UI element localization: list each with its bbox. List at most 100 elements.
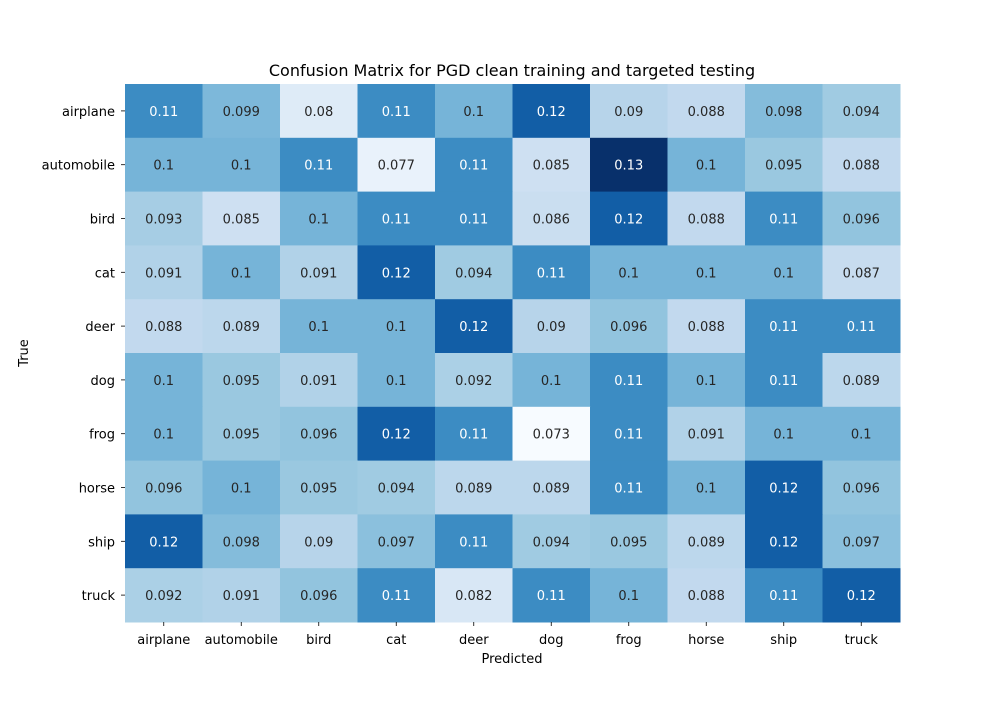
cell-value-label: 0.095 bbox=[610, 535, 647, 550]
cell-value-label: 0.095 bbox=[223, 428, 260, 443]
cell-value-label: 0.094 bbox=[533, 535, 570, 550]
cell-deer-horse bbox=[667, 299, 746, 354]
cell-value-label: 0.082 bbox=[455, 589, 492, 604]
cell-value-label: 0.088 bbox=[843, 159, 880, 174]
cell-value-label: 0.09 bbox=[304, 535, 333, 550]
cell-value-label: 0.11 bbox=[459, 213, 488, 228]
cell-value-label: 0.1 bbox=[308, 213, 329, 228]
cell-value-label: 0.085 bbox=[223, 213, 260, 228]
cell-value-label: 0.1 bbox=[308, 320, 329, 335]
cell-bird-airplane bbox=[125, 191, 203, 246]
cell-value-label: 0.11 bbox=[614, 482, 643, 497]
cell-dog-airplane bbox=[125, 353, 203, 408]
y-tick-label: frog bbox=[89, 428, 115, 443]
cell-value-label: 0.094 bbox=[843, 105, 880, 120]
cell-value-label: 0.089 bbox=[688, 535, 725, 550]
x-tick-label: airplane bbox=[137, 633, 190, 648]
cell-value-label: 0.11 bbox=[382, 213, 411, 228]
cell-deer-truck bbox=[822, 299, 901, 354]
cell-bird-deer bbox=[435, 191, 513, 246]
cell-ship-horse bbox=[667, 514, 746, 569]
cell-frog-airplane bbox=[125, 406, 203, 462]
cell-ship-frog bbox=[590, 514, 668, 569]
cell-value-label: 0.11 bbox=[382, 589, 411, 604]
cell-value-label: 0.1 bbox=[231, 159, 252, 174]
cell-ship-ship bbox=[745, 514, 823, 569]
cell-value-label: 0.092 bbox=[145, 589, 182, 604]
cell-bird-dog bbox=[512, 191, 591, 246]
cell-dog-automobile bbox=[202, 353, 281, 408]
cell-value-label: 0.1 bbox=[618, 589, 639, 604]
y-tick-label: cat bbox=[95, 266, 115, 281]
cell-value-label: 0.1 bbox=[618, 266, 639, 281]
cell-value-label: 0.11 bbox=[382, 105, 411, 120]
cell-frog-ship bbox=[745, 406, 823, 462]
cell-frog-truck bbox=[822, 406, 901, 462]
cell-horse-frog bbox=[590, 460, 668, 515]
cell-horse-truck bbox=[822, 460, 901, 515]
cell-value-label: 0.095 bbox=[765, 159, 802, 174]
cell-automobile-cat bbox=[357, 137, 436, 193]
cell-automobile-deer bbox=[435, 137, 513, 193]
x-tick-label: deer bbox=[459, 633, 489, 648]
cell-value-label: 0.1 bbox=[386, 320, 407, 335]
cell-horse-deer bbox=[435, 460, 513, 515]
cell-value-label: 0.096 bbox=[843, 213, 880, 228]
x-tick-label: ship bbox=[770, 633, 797, 648]
cell-cat-airplane bbox=[125, 245, 203, 300]
cell-bird-frog bbox=[590, 191, 668, 246]
cell-value-label: 0.11 bbox=[459, 159, 488, 174]
cell-airplane-truck bbox=[822, 84, 901, 139]
cell-cat-cat bbox=[357, 245, 436, 300]
cell-value-label: 0.1 bbox=[231, 482, 252, 497]
cell-value-label: 0.12 bbox=[382, 266, 411, 281]
cell-value-label: 0.096 bbox=[843, 482, 880, 497]
cell-value-label: 0.098 bbox=[223, 535, 260, 550]
cell-value-label: 0.088 bbox=[688, 105, 725, 120]
x-tick-label: dog bbox=[539, 633, 563, 648]
cell-value-label: 0.091 bbox=[300, 266, 337, 281]
x-tick-label: automobile bbox=[205, 633, 278, 648]
cell-dog-frog bbox=[590, 353, 668, 408]
cell-automobile-ship bbox=[745, 137, 823, 193]
cell-value-label: 0.1 bbox=[463, 105, 484, 120]
cell-value-label: 0.09 bbox=[537, 320, 566, 335]
y-tick-label: automobile bbox=[42, 159, 115, 174]
cell-value-label: 0.08 bbox=[304, 105, 333, 120]
cell-value-label: 0.12 bbox=[149, 535, 178, 550]
cell-automobile-bird bbox=[280, 137, 358, 193]
cell-value-label: 0.097 bbox=[843, 535, 880, 550]
cell-truck-truck bbox=[822, 568, 901, 623]
cell-cat-dog bbox=[512, 245, 591, 300]
cell-value-label: 0.12 bbox=[382, 428, 411, 443]
cell-deer-ship bbox=[745, 299, 823, 354]
cell-automobile-automobile bbox=[202, 137, 281, 193]
cell-dog-truck bbox=[822, 353, 901, 408]
cell-automobile-dog bbox=[512, 137, 591, 193]
cell-value-label: 0.1 bbox=[541, 374, 562, 389]
cell-deer-deer bbox=[435, 299, 513, 354]
y-tick-label: ship bbox=[88, 535, 115, 550]
cell-value-label: 0.11 bbox=[304, 159, 333, 174]
cell-horse-bird bbox=[280, 460, 358, 515]
cell-truck-frog bbox=[590, 568, 668, 623]
cell-dog-bird bbox=[280, 353, 358, 408]
cell-value-label: 0.096 bbox=[300, 589, 337, 604]
cell-dog-ship bbox=[745, 353, 823, 408]
cell-airplane-ship bbox=[745, 84, 823, 139]
cell-truck-ship bbox=[745, 568, 823, 623]
cell-dog-deer bbox=[435, 353, 513, 408]
cell-value-label: 0.1 bbox=[851, 428, 872, 443]
cell-value-label: 0.095 bbox=[300, 482, 337, 497]
cell-value-label: 0.11 bbox=[769, 213, 798, 228]
cell-ship-truck bbox=[822, 514, 901, 569]
cell-deer-bird bbox=[280, 299, 358, 354]
cell-value-label: 0.12 bbox=[614, 213, 643, 228]
y-axis-label: True bbox=[17, 339, 32, 368]
cell-deer-automobile bbox=[202, 299, 281, 354]
cell-bird-horse bbox=[667, 191, 746, 246]
cell-value-label: 0.089 bbox=[455, 482, 492, 497]
cell-airplane-bird bbox=[280, 84, 358, 139]
cell-airplane-cat bbox=[357, 84, 436, 139]
cell-frog-cat bbox=[357, 406, 436, 462]
